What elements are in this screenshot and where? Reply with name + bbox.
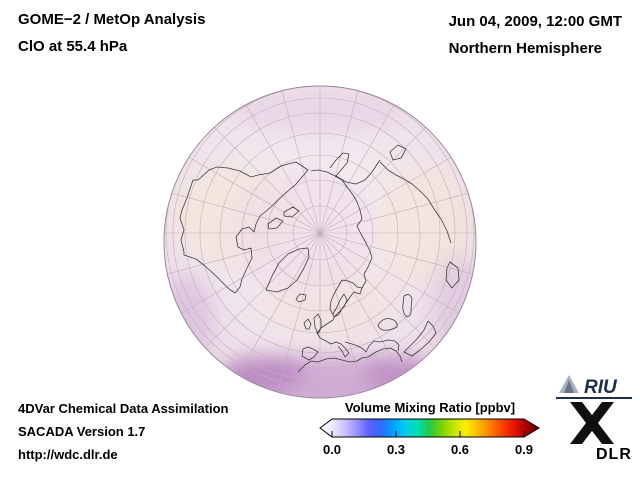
plot-region: Northern Hemisphere bbox=[448, 40, 602, 57]
colorbar bbox=[319, 418, 540, 438]
colorbar-tick-label-1: 0.3 bbox=[386, 442, 406, 457]
colorbar-tick-label-3: 0.9 bbox=[514, 442, 534, 457]
plot-subtitle: ClO at 55.4 hPa bbox=[18, 38, 128, 55]
graticule-lines bbox=[164, 86, 476, 393]
dlr-logo-text: DLR bbox=[596, 446, 632, 463]
header-right: Jun 04, 2009, 12:00 GMT Northern Hemisph… bbox=[449, 13, 622, 58]
globe-rim bbox=[163, 85, 477, 399]
riu-peak-inner-icon bbox=[564, 380, 574, 393]
colorbar-title: Volume Mixing Ratio [ppbv] bbox=[344, 400, 516, 415]
credits-line-2: SACADA Version 1.7 bbox=[18, 424, 146, 439]
coastlines bbox=[179, 144, 460, 373]
riu-logo-text: RIU bbox=[584, 377, 618, 398]
credits-line-3: http://wdc.dlr.de bbox=[18, 447, 118, 462]
dlr-logo-emblem bbox=[570, 402, 614, 444]
dlr-emblem-stroke2-icon bbox=[570, 402, 614, 444]
clo-field-shading bbox=[164, 90, 476, 398]
colorbar-tick-label-0: 0.0 bbox=[322, 442, 342, 457]
credits-line-1: 4DVar Chemical Data Assimilation bbox=[18, 401, 229, 416]
header-left: GOME−2 / MetOp Analysis ClO at 55.4 hPa bbox=[18, 11, 205, 56]
plot-datetime: Jun 04, 2009, 12:00 GMT bbox=[448, 13, 622, 30]
colorbar-tick-marks bbox=[331, 431, 525, 437]
colorbar-gradient-bar bbox=[319, 418, 540, 438]
colorbar-tick-label-2: 0.6 bbox=[450, 442, 470, 457]
plot-title: GOME−2 / MetOp Analysis bbox=[18, 11, 206, 28]
riu-logo: RIU bbox=[556, 375, 632, 399]
globe-disc bbox=[164, 86, 476, 398]
riu-underline bbox=[556, 397, 632, 399]
